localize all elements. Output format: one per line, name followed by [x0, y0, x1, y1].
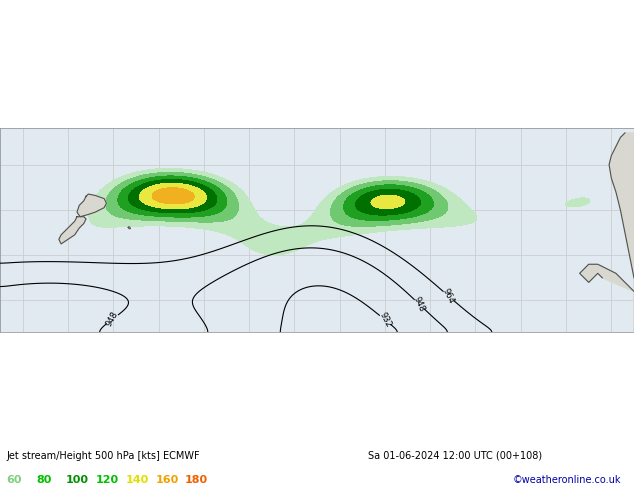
Text: Sa 01-06-2024 12:00 UTC (00+108): Sa 01-06-2024 12:00 UTC (00+108): [368, 451, 542, 461]
Text: 948: 948: [412, 295, 427, 313]
Text: 160: 160: [155, 475, 179, 485]
Text: 60: 60: [6, 475, 22, 485]
Text: 80: 80: [36, 475, 51, 485]
Polygon shape: [59, 217, 86, 244]
Text: Jet stream/Height 500 hPa [kts] ECMWF: Jet stream/Height 500 hPa [kts] ECMWF: [6, 451, 200, 461]
Text: 180: 180: [185, 475, 208, 485]
Text: 140: 140: [126, 475, 149, 485]
Text: 948: 948: [105, 310, 120, 328]
Polygon shape: [77, 194, 107, 217]
Text: 964: 964: [441, 287, 456, 305]
Text: 932: 932: [377, 311, 392, 329]
Text: 120: 120: [96, 475, 119, 485]
Polygon shape: [609, 133, 634, 332]
Polygon shape: [579, 264, 634, 292]
Polygon shape: [128, 227, 131, 229]
Text: 100: 100: [66, 475, 89, 485]
Text: ©weatheronline.co.uk: ©weatheronline.co.uk: [513, 475, 621, 485]
